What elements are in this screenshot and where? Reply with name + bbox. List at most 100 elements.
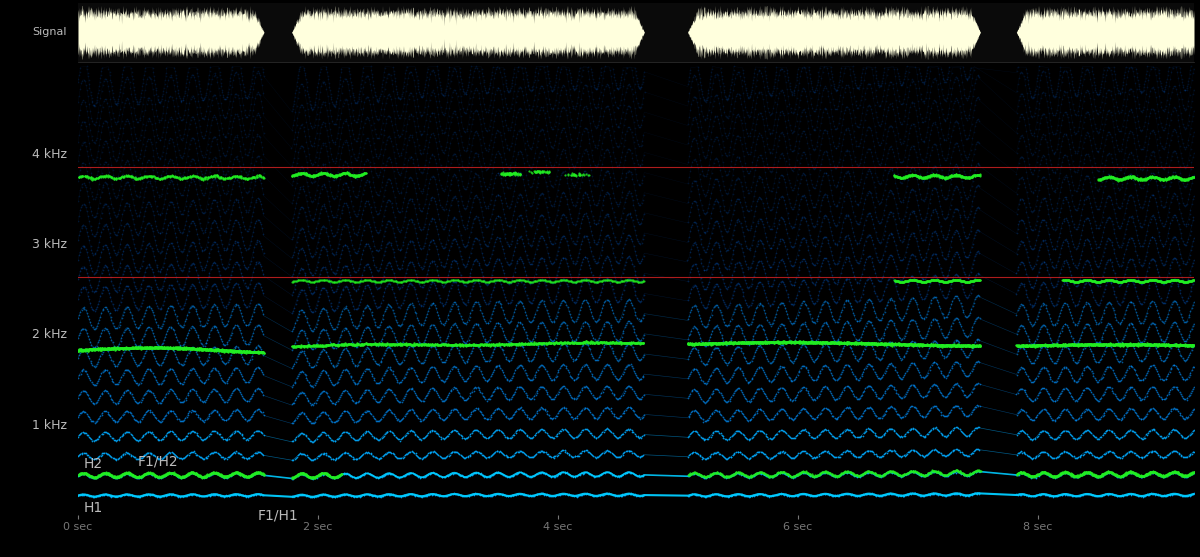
Point [334, 160, 353, 169]
Point [1066, 148, 1085, 157]
Point [1076, 300, 1096, 309]
Point [211, 491, 230, 500]
Point [898, 346, 917, 355]
Point [500, 169, 520, 178]
Point [364, 471, 383, 480]
Point [242, 153, 262, 162]
Point [220, 277, 239, 286]
Point [876, 159, 895, 168]
Point [493, 470, 512, 478]
Point [856, 257, 875, 266]
Point [228, 469, 247, 478]
Point [844, 469, 863, 478]
Point [1078, 340, 1097, 349]
Point [912, 277, 931, 286]
Point [1178, 219, 1198, 228]
Point [222, 470, 241, 479]
Point [958, 432, 977, 441]
Point [304, 326, 323, 335]
Point [85, 473, 104, 482]
Point [797, 468, 816, 477]
Point [1142, 489, 1162, 498]
Point [395, 340, 414, 349]
Point [1105, 340, 1124, 349]
Point [157, 343, 176, 352]
Point [554, 489, 574, 498]
Point [1127, 174, 1146, 183]
Point [1036, 364, 1055, 373]
Point [80, 345, 100, 354]
Point [221, 77, 240, 86]
Point [438, 157, 457, 165]
Point [1088, 339, 1108, 348]
Point [396, 276, 415, 285]
Point [760, 319, 779, 328]
Point [425, 91, 444, 100]
Point [845, 133, 864, 142]
Point [1132, 261, 1151, 270]
Point [1130, 471, 1150, 480]
Point [690, 333, 709, 342]
Point [336, 448, 355, 457]
Point [593, 284, 612, 292]
Point [370, 360, 389, 369]
Point [160, 114, 179, 123]
Point [580, 339, 599, 348]
Point [208, 468, 227, 477]
Point [684, 239, 703, 248]
Point [460, 153, 479, 162]
Point [595, 277, 614, 286]
Point [1092, 277, 1111, 286]
Point [204, 490, 223, 499]
Point [101, 193, 120, 202]
Point [506, 276, 526, 285]
Point [756, 491, 775, 500]
Point [191, 243, 210, 252]
Point [1136, 174, 1156, 183]
Point [930, 276, 949, 285]
Point [719, 397, 738, 405]
Point [826, 339, 845, 348]
Point [450, 349, 469, 358]
Point [848, 104, 868, 113]
Point [124, 471, 143, 480]
Point [1092, 452, 1111, 461]
Point [235, 87, 254, 96]
Point [564, 491, 583, 500]
Point [858, 360, 877, 369]
Point [580, 217, 599, 226]
Point [179, 344, 198, 353]
Point [449, 201, 468, 210]
Point [875, 339, 894, 348]
Point [1064, 472, 1084, 481]
Point [724, 491, 743, 500]
Point [180, 470, 199, 478]
Point [392, 375, 412, 384]
Point [769, 490, 788, 499]
Point [581, 470, 600, 478]
Point [217, 397, 236, 406]
Point [772, 319, 791, 328]
Point [623, 85, 642, 94]
Point [845, 471, 864, 480]
Point [197, 375, 216, 384]
Point [1096, 469, 1115, 478]
Point [445, 426, 464, 434]
Point [548, 186, 568, 195]
Point [236, 491, 256, 500]
Point [102, 394, 121, 403]
Point [505, 305, 524, 314]
Point [1081, 74, 1100, 83]
Point [404, 490, 424, 499]
Point [317, 166, 336, 175]
Point [916, 340, 935, 349]
Point [770, 467, 790, 476]
Point [1156, 124, 1175, 133]
Point [563, 179, 582, 188]
Point [341, 291, 360, 300]
Point [418, 491, 437, 500]
Point [1074, 276, 1093, 285]
Point [1045, 491, 1064, 500]
Point [720, 184, 739, 193]
Point [1052, 303, 1072, 312]
